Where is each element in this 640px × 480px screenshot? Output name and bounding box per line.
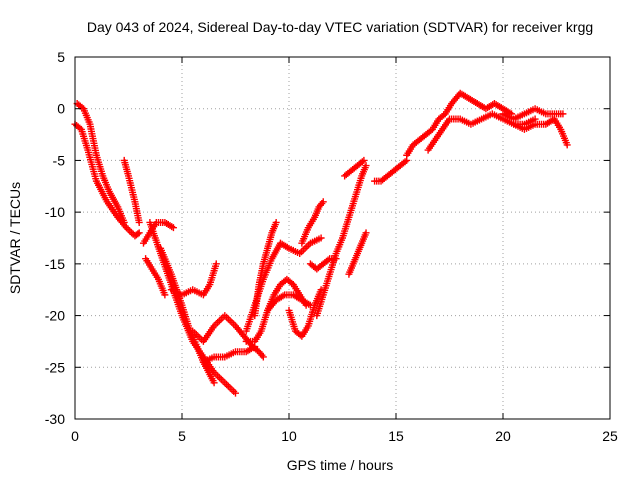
- data-point: [232, 389, 239, 397]
- series-track-c: [120, 156, 143, 226]
- data-point: [362, 162, 370, 170]
- data-point: [272, 218, 280, 226]
- data-point: [120, 218, 128, 226]
- data-point: [135, 229, 143, 237]
- data-marks: [71, 89, 571, 397]
- series-track-t: [341, 156, 368, 180]
- data-point: [401, 158, 409, 166]
- data-point: [212, 260, 220, 268]
- series-track-q: [306, 255, 340, 273]
- series-track-h: [167, 260, 220, 299]
- x-tick-label: 0: [71, 428, 79, 444]
- y-tick-label: 5: [57, 49, 65, 65]
- data-point: [319, 198, 327, 206]
- y-axis-label: SDTVAR / TECUs: [7, 182, 23, 294]
- plot-frame: [74, 56, 611, 420]
- y-tick-label: -10: [45, 204, 65, 220]
- series-track-y: [510, 115, 571, 149]
- series-track-x: [499, 105, 567, 123]
- data-point: [161, 291, 169, 299]
- data-point: [259, 353, 267, 361]
- y-tick-label: -20: [45, 308, 65, 324]
- series-track-j: [199, 343, 259, 366]
- data-point: [563, 141, 571, 149]
- series-track-b: [73, 100, 128, 226]
- data-point: [559, 110, 567, 118]
- series-track-v: [403, 89, 516, 159]
- series-track-r: [313, 162, 370, 320]
- series-track-p: [298, 198, 327, 247]
- y-tick-label: -15: [45, 256, 65, 272]
- series-track-m: [251, 218, 280, 320]
- series-track-s: [345, 229, 370, 278]
- series-track-u: [371, 156, 411, 185]
- x-tick-label: 10: [281, 428, 297, 444]
- series-track-e: [142, 255, 169, 299]
- data-point: [362, 229, 370, 237]
- data-point: [360, 156, 368, 164]
- x-tick-label: 15: [388, 428, 404, 444]
- chart-title: Day 043 of 2024, Sidereal Day-to-day VTE…: [87, 19, 593, 35]
- x-tick-label: 5: [178, 428, 186, 444]
- data-point: [210, 379, 218, 387]
- data-point: [76, 124, 84, 132]
- y-tick-label: 0: [57, 101, 65, 117]
- data-point: [135, 218, 143, 226]
- data-point: [134, 230, 142, 238]
- data-point: [317, 234, 325, 242]
- data-point: [324, 256, 332, 264]
- x-axis-label: GPS time / hours: [287, 457, 394, 473]
- data-point: [169, 224, 177, 232]
- data-point: [78, 103, 86, 111]
- y-tick-label: -25: [45, 359, 65, 375]
- data-point: [358, 158, 366, 166]
- y-tick-label: -5: [53, 152, 66, 168]
- axis-ticks: 0 5 10 15 20 25 5 0 -5 -10 -15 -20 -25 -30: [45, 49, 618, 444]
- y-tick-label: -30: [45, 411, 65, 427]
- x-tick-label: 20: [495, 428, 511, 444]
- series-track-a: [71, 120, 143, 240]
- x-tick-label: 25: [602, 428, 618, 444]
- series-track-n: [264, 291, 314, 314]
